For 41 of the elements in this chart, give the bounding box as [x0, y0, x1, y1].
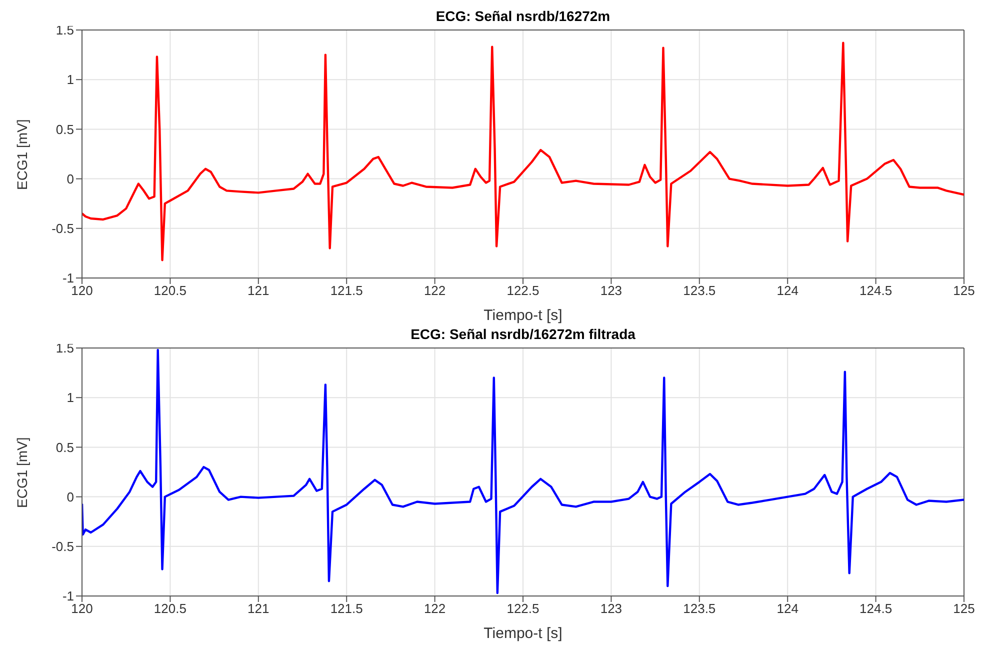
y-axis-title: ECG1 [mV] [14, 119, 30, 190]
x-tick-label: 121 [248, 601, 270, 616]
x-tick-label: 120 [71, 601, 93, 616]
y-tick-label: 0 [66, 489, 74, 504]
x-tick-label: 120.5 [154, 601, 186, 616]
y-tick-label: 1 [66, 390, 74, 406]
y-tick-label: 0.5 [56, 440, 74, 455]
y-tick-label: 1 [66, 72, 74, 88]
x-tick-label: 121 [248, 283, 270, 298]
x-tick-label: 124 [776, 601, 798, 616]
y-tick-label: -1 [62, 270, 74, 286]
x-tick-label: 122.5 [506, 283, 540, 298]
x-tick-label: 124.5 [860, 283, 892, 298]
x-tick-label: 122 [424, 283, 446, 298]
y-tick-label: 0 [66, 171, 74, 186]
x-axis-title: Tiempo-t [s] [484, 625, 562, 642]
x-axis-title: Tiempo-t [s] [484, 307, 562, 324]
y-tick-label: 0.5 [56, 122, 74, 137]
x-tick-label: 123.5 [683, 601, 716, 616]
x-tick-label: 123 [600, 601, 622, 616]
x-tick-label: 122 [424, 601, 446, 616]
x-tick-label: 125 [953, 601, 975, 616]
x-tick-label: 120 [71, 283, 93, 298]
y-tick-label: -0.5 [52, 539, 74, 554]
y-tick-label: -1 [62, 588, 74, 604]
x-tick-label: 121.5 [330, 601, 363, 616]
x-tick-label: 123 [600, 283, 622, 298]
x-tick-label: 123.5 [683, 283, 716, 298]
x-tick-label: 124 [776, 283, 798, 298]
x-tick-label: 124.5 [860, 601, 892, 616]
x-tick-label: 125 [953, 283, 975, 298]
chart-title: ECG: Señal nsrdb/16272m [436, 8, 610, 24]
y-axis-title: ECG1 [mV] [14, 437, 30, 508]
y-tick-label: 1.5 [56, 22, 74, 38]
chart-title: ECG: Señal nsrdb/16272m filtrada [410, 326, 636, 342]
y-tick-label: 1.5 [56, 340, 74, 356]
y-tick-label: -0.5 [52, 221, 74, 236]
x-tick-label: 121.5 [330, 283, 363, 298]
x-tick-label: 120.5 [154, 283, 186, 298]
x-tick-label: 122.5 [506, 601, 540, 616]
line-series [82, 42, 964, 262]
